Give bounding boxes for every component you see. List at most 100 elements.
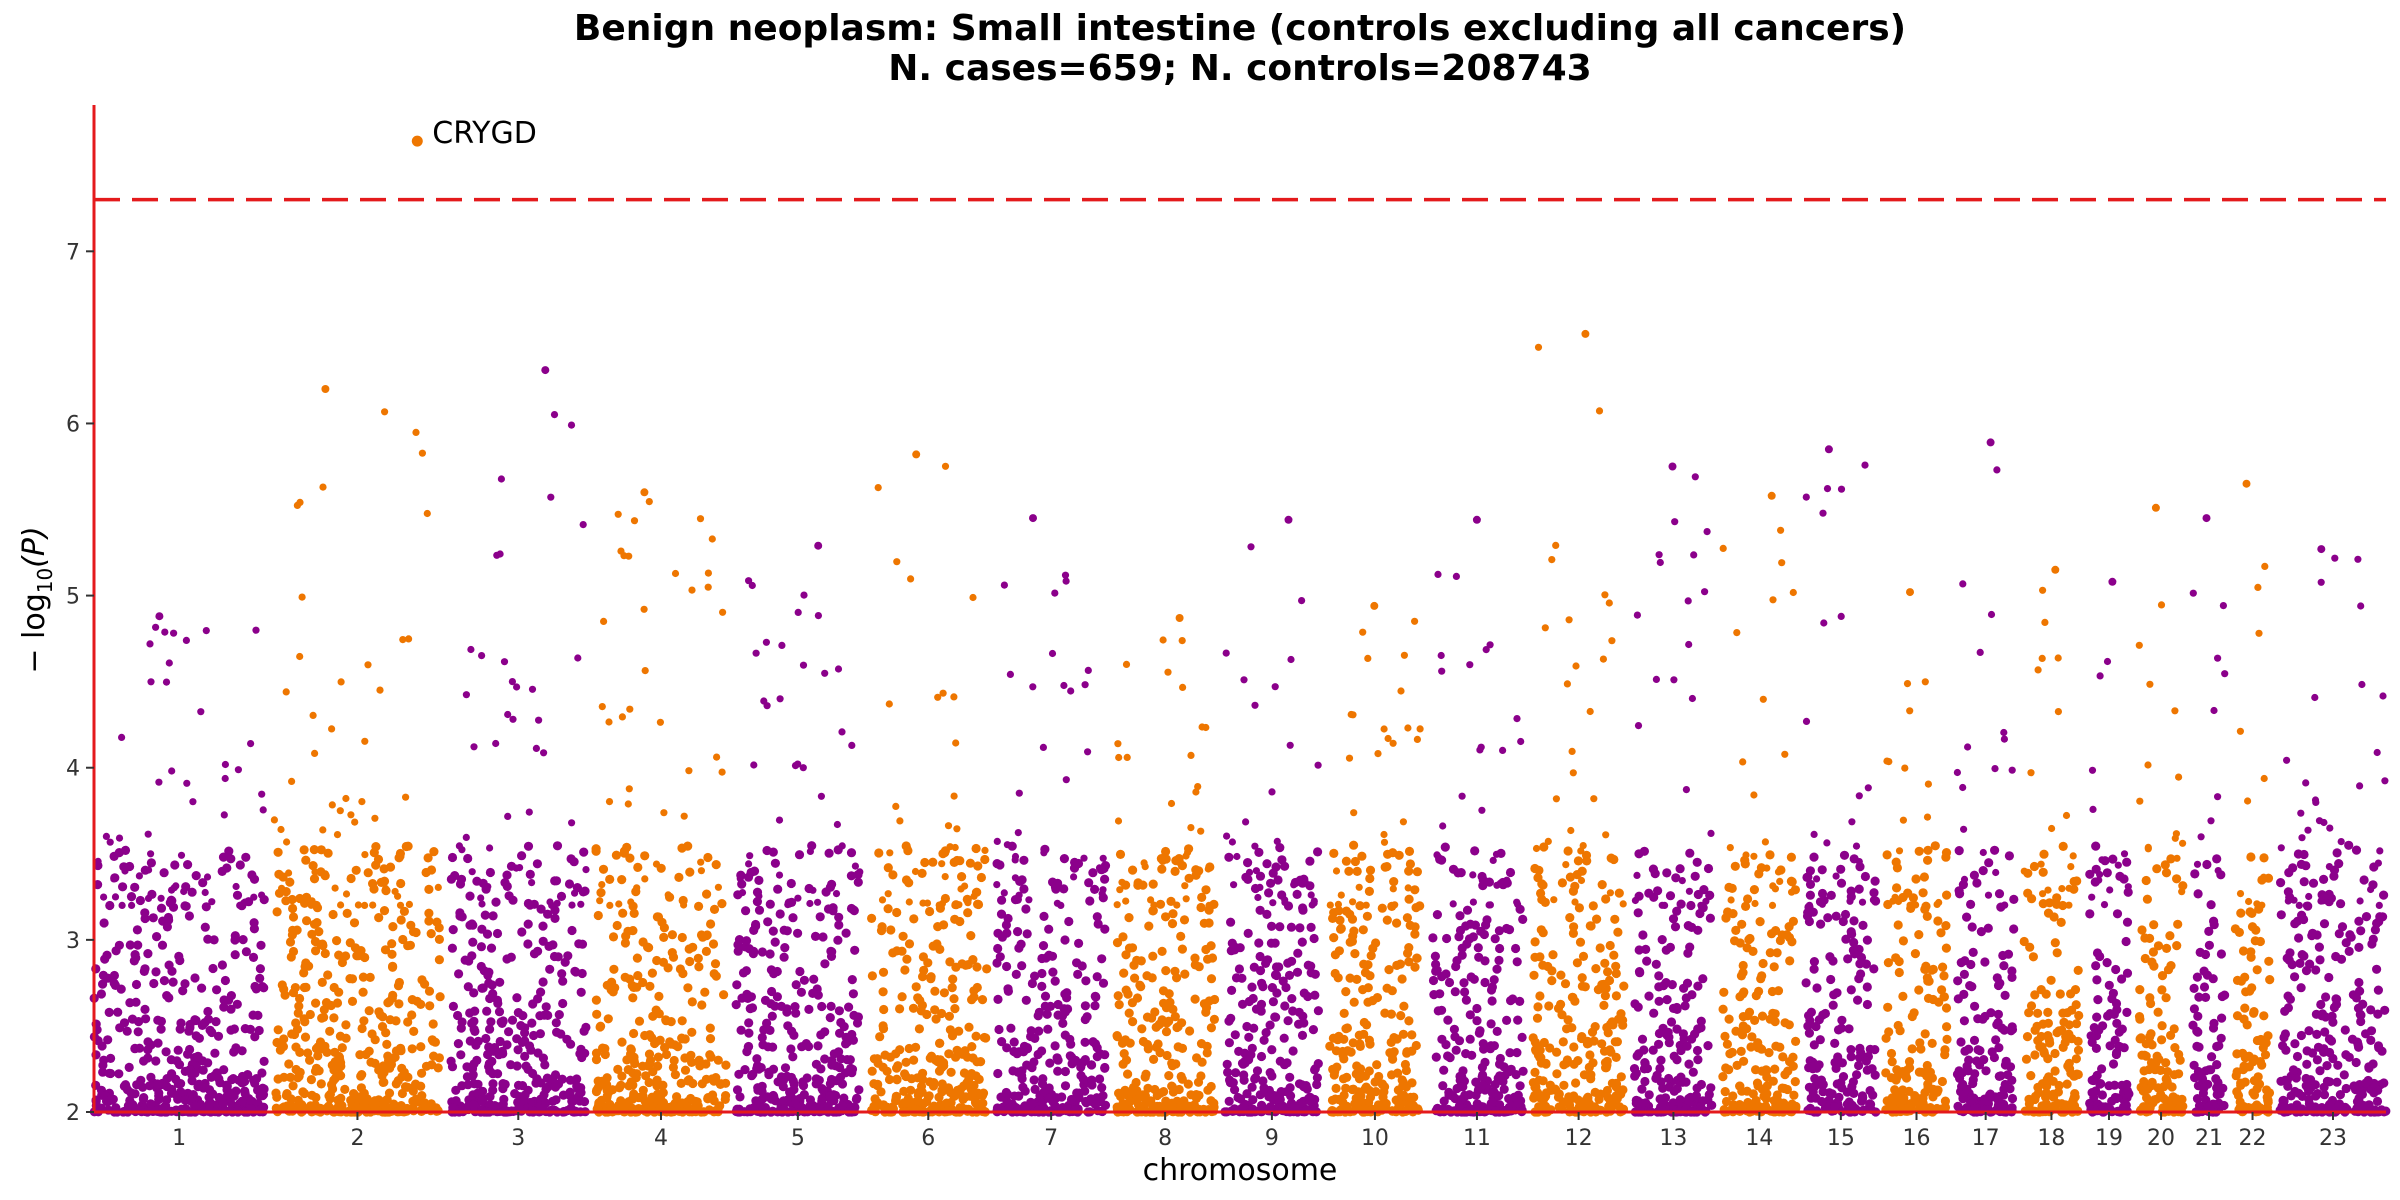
snp-point xyxy=(1499,746,1507,755)
snp-point xyxy=(1228,1078,1238,1088)
snp-point xyxy=(1933,900,1941,909)
snp-point xyxy=(1489,1041,1499,1051)
snp-point xyxy=(424,884,434,895)
snp-point xyxy=(558,998,568,1009)
snp-point xyxy=(1184,873,1194,883)
snp-point xyxy=(1259,1035,1269,1045)
snp-point xyxy=(1637,1084,1647,1094)
snp-point xyxy=(1602,831,1610,839)
snp-point xyxy=(1588,1058,1598,1068)
snp-point xyxy=(371,842,381,852)
snp-point xyxy=(577,939,588,949)
snp-point xyxy=(1490,1079,1500,1090)
snp-point xyxy=(1040,849,1048,857)
snp-point xyxy=(1487,1097,1498,1107)
snp-point xyxy=(122,1026,132,1036)
snp-point xyxy=(1125,1038,1135,1048)
snp-point xyxy=(416,1042,426,1052)
snp-point xyxy=(1737,919,1747,929)
snp-point xyxy=(1278,1101,1288,1111)
snp-point xyxy=(379,876,390,886)
snp-point xyxy=(647,968,658,978)
snp-point xyxy=(1608,637,1616,645)
snp-point xyxy=(677,932,687,943)
snp-point xyxy=(1148,906,1158,916)
snp-point xyxy=(131,997,141,1007)
snp-point xyxy=(508,678,516,686)
snp-point xyxy=(776,1001,787,1012)
snp-point xyxy=(541,1098,551,1108)
snp-point xyxy=(1161,966,1171,976)
snp-point xyxy=(272,1092,282,1102)
snp-point xyxy=(778,641,786,650)
snp-point xyxy=(366,1057,376,1067)
snp-point xyxy=(839,1093,849,1103)
snp-point xyxy=(1174,1084,1184,1095)
snp-point xyxy=(834,1006,845,1016)
snp-point xyxy=(1127,943,1138,953)
snp-point xyxy=(1777,930,1787,940)
snp-point xyxy=(1450,1093,1460,1104)
snp-point xyxy=(1569,1091,1579,1101)
snp-point xyxy=(1654,1039,1664,1049)
snp-point xyxy=(846,903,857,914)
snp-point xyxy=(981,846,989,855)
snp-point xyxy=(133,1027,143,1037)
snp-point xyxy=(131,953,141,963)
snp-point xyxy=(1176,1071,1186,1082)
snp-point xyxy=(533,946,543,956)
snp-point xyxy=(1310,990,1320,1000)
snp-point xyxy=(1415,901,1425,911)
snp-point xyxy=(1728,1091,1738,1101)
snp-point xyxy=(1846,886,1856,896)
snp-point xyxy=(1680,1001,1690,1011)
snp-point xyxy=(1155,899,1166,909)
snp-point xyxy=(1941,1003,1952,1013)
snp-point xyxy=(331,884,339,892)
snp-point xyxy=(1053,1066,1063,1076)
snp-point xyxy=(1070,1105,1080,1115)
snp-point xyxy=(1330,950,1340,960)
snp-point xyxy=(1100,874,1110,884)
snp-point xyxy=(100,893,108,901)
snp-point xyxy=(1364,1066,1374,1076)
snp-point xyxy=(1183,1079,1193,1089)
snp-point xyxy=(1351,1102,1361,1112)
snp-point xyxy=(1568,992,1578,1003)
snp-point xyxy=(945,1025,956,1035)
snp-point xyxy=(964,899,972,907)
snp-point xyxy=(687,1027,697,1037)
snp-point xyxy=(971,843,981,854)
snp-point xyxy=(1867,1064,1877,1074)
snp-point xyxy=(1359,1029,1369,1039)
snp-point xyxy=(1579,1097,1589,1107)
snp-point xyxy=(810,931,821,942)
chromosome-10-peak-point xyxy=(1370,601,1379,610)
snp-point xyxy=(418,449,426,457)
snp-point xyxy=(928,857,938,867)
snp-point xyxy=(1182,895,1190,903)
snp-point xyxy=(1791,1036,1801,1046)
snp-point xyxy=(1685,848,1695,858)
snp-point xyxy=(920,857,930,868)
snp-point xyxy=(229,1091,239,1101)
snp-point xyxy=(1577,1032,1587,1042)
snp-point xyxy=(1466,972,1476,982)
snp-point xyxy=(1539,842,1549,852)
snp-point xyxy=(1286,741,1294,749)
snp-point xyxy=(1685,640,1693,649)
snp-point xyxy=(658,1080,668,1090)
snp-point xyxy=(1271,683,1279,691)
chromosome-8-peak-point xyxy=(1175,614,1184,622)
snp-point xyxy=(1927,1038,1937,1048)
snp-point xyxy=(1823,839,1831,847)
snp-point xyxy=(713,753,721,761)
snp-point xyxy=(1439,1096,1449,1106)
snp-point xyxy=(674,872,684,883)
snp-point xyxy=(892,1091,902,1102)
snp-point xyxy=(1819,509,1827,517)
snp-point xyxy=(1893,1020,1903,1031)
snp-point xyxy=(204,1085,215,1095)
snp-point xyxy=(1242,1089,1252,1099)
snp-point xyxy=(1572,958,1582,968)
